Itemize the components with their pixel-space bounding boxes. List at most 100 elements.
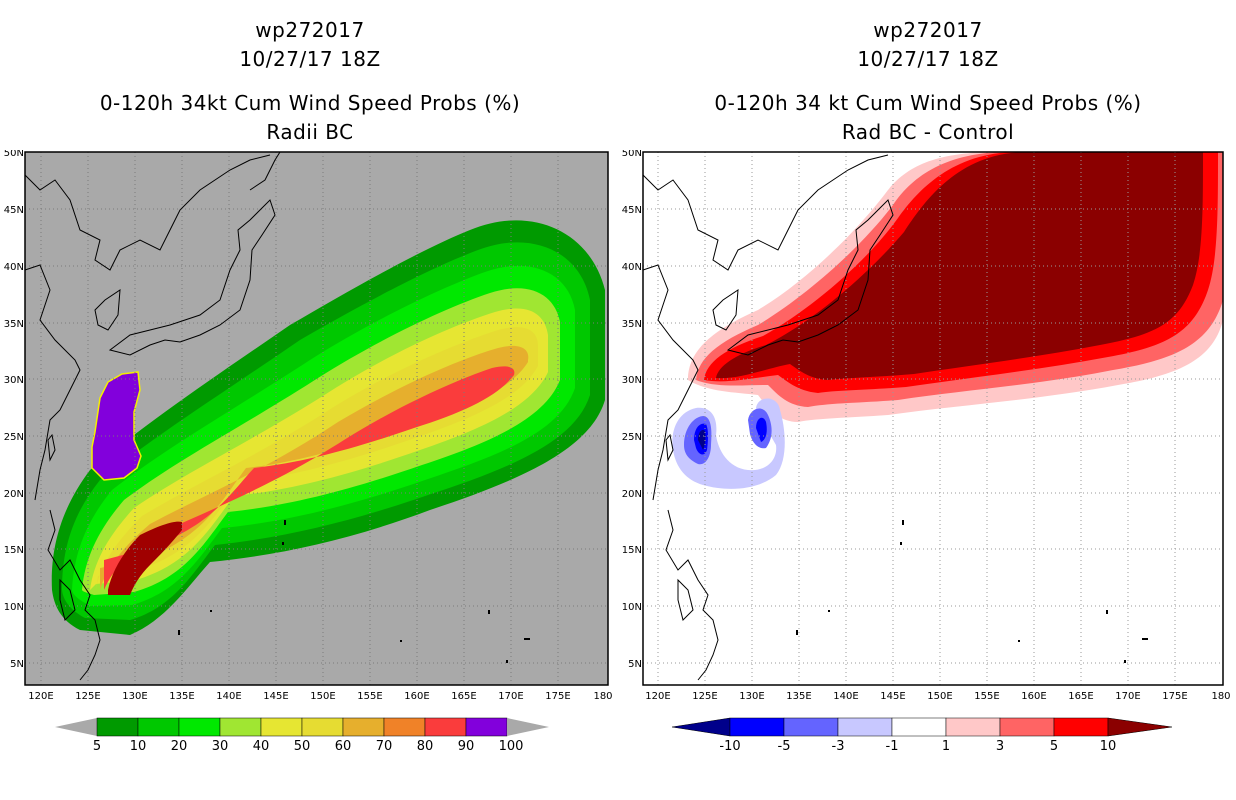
left-graticule xyxy=(25,152,608,685)
right-colorbar-swatch xyxy=(891,717,947,737)
right-colorbar-low-arrow xyxy=(672,717,731,737)
right-lat-label: 5N xyxy=(628,659,642,670)
left-lat-label: 40N xyxy=(4,262,24,273)
right-colorbar-label: -1 xyxy=(886,739,899,754)
left-colorbar-swatches xyxy=(96,717,508,737)
left-lat-label: 20N xyxy=(4,489,24,500)
right-lon-label: 130E xyxy=(739,691,764,702)
right-colorbar-label: -5 xyxy=(778,739,791,754)
right-storm-id: wp272017 xyxy=(873,18,983,42)
right-title: 0-120h 34 kt Cum Wind Speed Probs (%) xyxy=(714,91,1142,115)
right-lat-label: 40N xyxy=(622,262,642,273)
right-colorbar-swatch xyxy=(837,717,893,737)
left-islands xyxy=(178,520,530,663)
left-lon-label: 135E xyxy=(169,691,194,702)
left-colorbar-swatch xyxy=(342,717,385,737)
left-lon-label: 165E xyxy=(451,691,476,702)
right-lat-label: 30N xyxy=(622,375,642,386)
left-colorbar-label: 10 xyxy=(130,739,147,754)
left-lat-label: 45N xyxy=(4,205,24,216)
right-coastlines xyxy=(642,154,894,681)
left-colorbar-label: 50 xyxy=(294,739,311,754)
right-colorbar-swatch xyxy=(1053,717,1109,737)
right-lat-label: 50N xyxy=(622,150,642,159)
left-colorbar-swatch xyxy=(383,717,426,737)
right-lon-label: 175E xyxy=(1162,691,1187,702)
left-colorbar-swatch xyxy=(301,717,344,737)
left-colorbar: 5 10 20 30 40 50 60 70 80 90 100 xyxy=(55,717,549,754)
right-colorbar-swatches xyxy=(729,717,1109,737)
left-colorbar-label: 30 xyxy=(212,739,229,754)
left-colorbar-label: 40 xyxy=(253,739,270,754)
right-datetime: 10/27/17 18Z xyxy=(857,47,999,71)
left-colorbar-swatch xyxy=(96,717,139,737)
left-lon-label: 180 xyxy=(593,691,612,702)
left-lat-label: 35N xyxy=(4,319,24,330)
right-colorbar-label: 10 xyxy=(1100,739,1117,754)
right-colorbar-label: 5 xyxy=(1050,739,1058,754)
right-lat-label: 15N xyxy=(622,545,642,556)
left-lon-label: 140E xyxy=(216,691,241,702)
left-lon-label: 145E xyxy=(263,691,288,702)
right-colorbar-label: -10 xyxy=(719,739,740,754)
right-lat-label: 20N xyxy=(622,489,642,500)
left-title: 0-120h 34kt Cum Wind Speed Probs (%) xyxy=(99,91,521,115)
right-lon-label: 150E xyxy=(927,691,952,702)
left-storm-id: wp272017 xyxy=(255,18,365,42)
right-colorbar-label: 1 xyxy=(942,739,950,754)
right-lon-label: 145E xyxy=(880,691,905,702)
right-lon-label: 170E xyxy=(1115,691,1140,702)
left-colorbar-swatch xyxy=(465,717,508,737)
right-lon-axis: 120E 125E 130E 135E 140E 145E 150E 155E … xyxy=(645,691,1230,702)
right-lat-label: 10N xyxy=(622,602,642,613)
left-map-frame xyxy=(24,151,609,686)
right-colorbar-high-arrow xyxy=(1107,717,1173,737)
left-colorbar-label: 5 xyxy=(93,739,101,754)
right-map-panel: 50N 45N 40N 35N 30N 25N 20N 15N 10N 5N 1… xyxy=(622,150,1231,702)
right-colorbar-swatch xyxy=(783,717,839,737)
right-lat-label: 45N xyxy=(622,205,642,216)
left-colorbar-label: 100 xyxy=(499,739,524,754)
left-lon-label: 175E xyxy=(545,691,570,702)
right-lon-label: 140E xyxy=(833,691,858,702)
right-graticule xyxy=(643,152,1223,685)
left-colorbar-label: 20 xyxy=(171,739,188,754)
right-colorbar-swatch xyxy=(729,717,785,737)
left-colorbar-swatch xyxy=(219,717,262,737)
right-lat-label: 25N xyxy=(622,432,642,443)
left-lon-label: 160E xyxy=(404,691,429,702)
left-lon-label: 125E xyxy=(75,691,100,702)
left-colorbar-high-arrow xyxy=(507,718,549,736)
right-lat-label: 35N xyxy=(622,319,642,330)
left-datetime: 10/27/17 18Z xyxy=(239,47,381,71)
left-lon-label: 120E xyxy=(28,691,53,702)
left-colorbar-swatch xyxy=(137,717,180,737)
right-lon-label: 125E xyxy=(692,691,717,702)
left-colorbar-label: 60 xyxy=(335,739,352,754)
left-lon-label: 130E xyxy=(122,691,147,702)
right-colorbar-label: 3 xyxy=(996,739,1004,754)
left-lat-label: 15N xyxy=(4,545,24,556)
left-colorbar-labels: 5 10 20 30 40 50 60 70 80 90 100 xyxy=(93,739,524,754)
right-lon-label: 155E xyxy=(974,691,999,702)
left-lat-label: 30N xyxy=(4,375,24,386)
left-map-panel: 50N 45N 40N 35N 30N 25N 20N 15N 10N 5N 1… xyxy=(4,150,613,702)
left-probability-shading xyxy=(51,220,605,636)
left-lon-label: 150E xyxy=(310,691,335,702)
right-colorbar-swatch xyxy=(945,717,1001,737)
left-lon-axis: 120E 125E 130E 135E 140E 145E 150E 155E … xyxy=(28,691,612,702)
right-lon-label: 120E xyxy=(645,691,670,702)
right-colorbar: -10 -5 -3 -1 1 3 5 10 xyxy=(672,717,1173,754)
left-colorbar-label: 70 xyxy=(376,739,393,754)
right-lon-label: 165E xyxy=(1068,691,1093,702)
right-subtitle: Rad BC - Control xyxy=(841,120,1015,144)
left-lat-label: 10N xyxy=(4,602,24,613)
right-lon-label: 135E xyxy=(786,691,811,702)
left-lon-label: 170E xyxy=(498,691,523,702)
right-map-frame xyxy=(642,151,1224,686)
right-colorbar-labels: -10 -5 -3 -1 1 3 5 10 xyxy=(719,739,1116,754)
left-lat-label: 50N xyxy=(4,150,24,159)
right-lon-label: 180 xyxy=(1211,691,1230,702)
left-colorbar-label: 80 xyxy=(417,739,434,754)
right-lat-axis: 50N 45N 40N 35N 30N 25N 20N 15N 10N 5N xyxy=(622,150,642,670)
